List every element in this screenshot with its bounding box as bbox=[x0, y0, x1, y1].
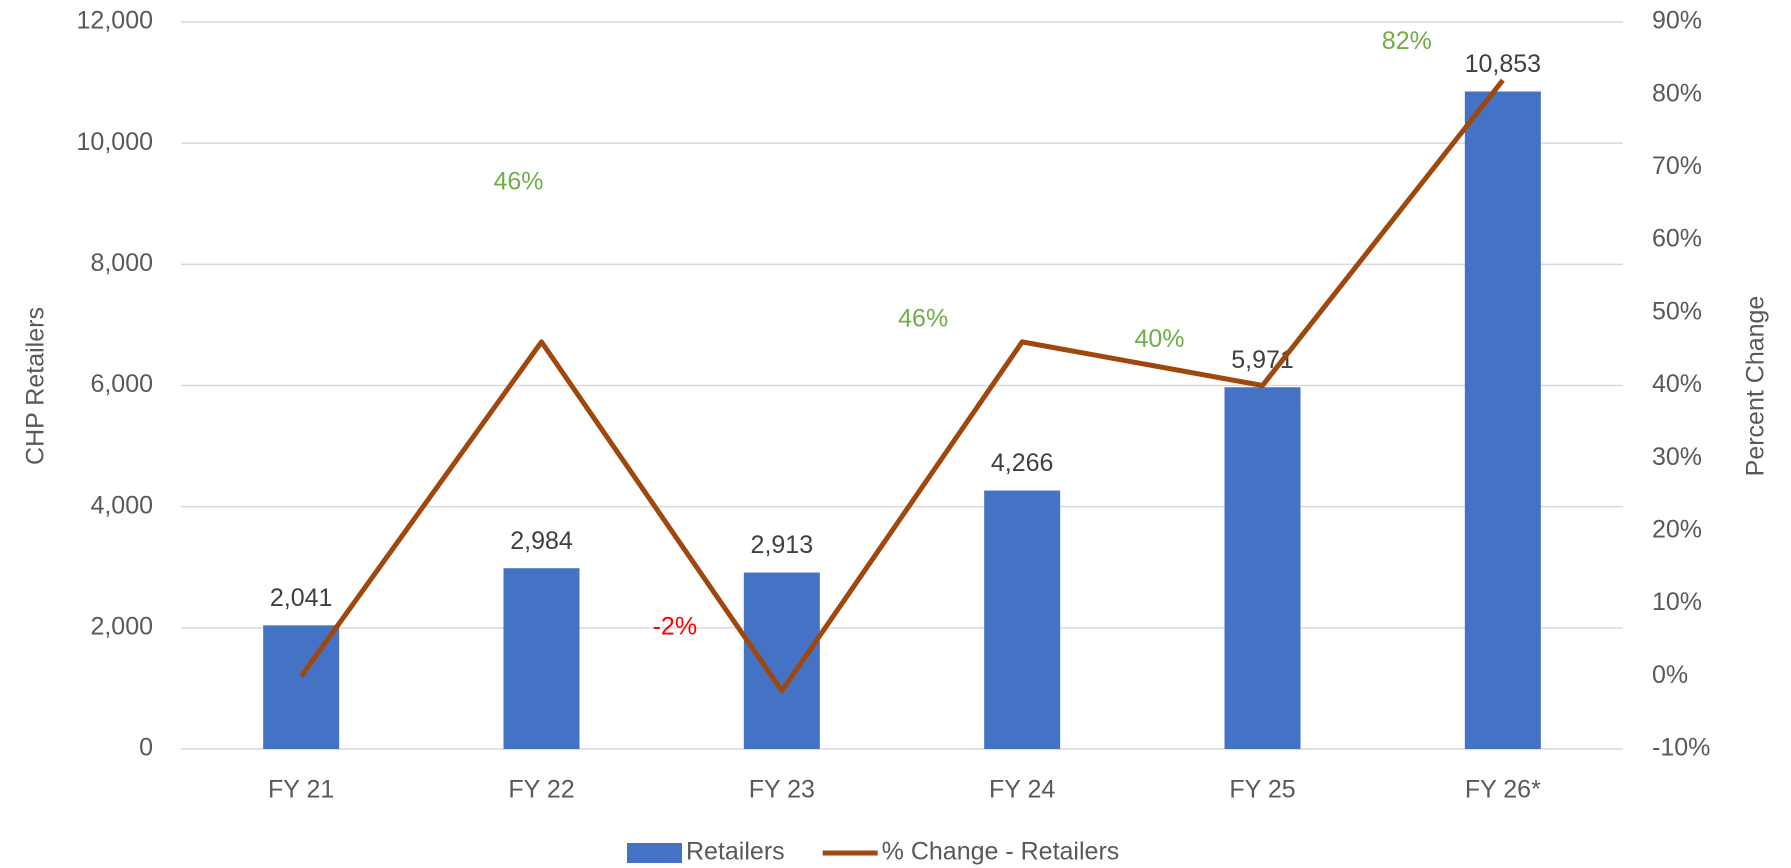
line bbox=[299, 78, 1505, 694]
y2-tick-label: 50% bbox=[1652, 297, 1702, 325]
y2-tick-label: 20% bbox=[1652, 516, 1702, 544]
legend-label: Retailers bbox=[686, 838, 785, 866]
y2-tick-label: 70% bbox=[1652, 152, 1702, 180]
x-tick-label: FY 24 bbox=[989, 776, 1055, 804]
y2-tick-label: 10% bbox=[1652, 588, 1702, 616]
x-tick-label: FY 21 bbox=[268, 776, 334, 804]
data-label: 2,984 bbox=[510, 527, 573, 555]
y-tick-label: 6,000 bbox=[90, 370, 153, 398]
y2-tick-label: -10% bbox=[1652, 734, 1710, 762]
y-tick-label: 2,000 bbox=[90, 612, 153, 640]
y2-tick-label: 30% bbox=[1652, 443, 1702, 471]
y-tick-label: 12,000 bbox=[77, 7, 153, 35]
x-tick-label: FY 25 bbox=[1229, 776, 1295, 804]
x-tick-label: FY 26* bbox=[1465, 776, 1541, 804]
bar bbox=[984, 490, 1061, 749]
data-label: 10,853 bbox=[1465, 50, 1541, 78]
bar bbox=[263, 625, 340, 749]
data-label: 40% bbox=[1134, 325, 1184, 353]
x-tick-label: FY 22 bbox=[508, 776, 574, 804]
legend-swatch bbox=[627, 843, 682, 863]
y2-tick-label: 0% bbox=[1652, 661, 1688, 689]
y-tick-label: 4,000 bbox=[90, 491, 153, 519]
data-label: 46% bbox=[898, 304, 948, 332]
bar bbox=[1464, 91, 1541, 750]
data-label: 2,913 bbox=[751, 531, 814, 559]
data-label: 4,266 bbox=[991, 449, 1054, 477]
data-label: 82% bbox=[1382, 27, 1432, 55]
y2-tick-label: 80% bbox=[1652, 79, 1702, 107]
bar bbox=[1224, 387, 1301, 749]
y2-tick-label: 40% bbox=[1652, 370, 1702, 398]
data-label: 2,041 bbox=[270, 584, 333, 612]
legend-label: % Change - Retailers bbox=[882, 838, 1120, 866]
data-label: -2% bbox=[653, 612, 697, 640]
bar bbox=[743, 572, 820, 749]
y2-tick-label: 90% bbox=[1652, 7, 1702, 35]
x-tick-label: FY 23 bbox=[749, 776, 815, 804]
y2-axis-title: Percent Change bbox=[1742, 296, 1770, 477]
y-axis-title: CHP Retailers bbox=[22, 307, 50, 465]
bar bbox=[503, 568, 580, 749]
y-tick-label: 8,000 bbox=[90, 249, 153, 277]
data-label: 46% bbox=[493, 167, 543, 195]
y2-tick-label: 60% bbox=[1652, 225, 1702, 253]
y-tick-label: 0 bbox=[139, 734, 153, 762]
y-tick-label: 10,000 bbox=[77, 128, 153, 156]
